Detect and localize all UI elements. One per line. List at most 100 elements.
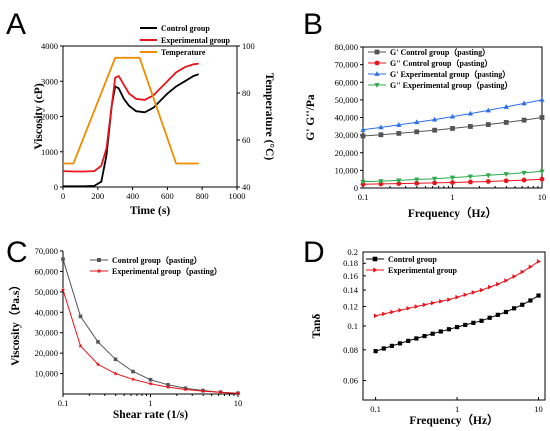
y-tick-label: 20,000	[335, 148, 358, 158]
series-line	[63, 56, 199, 165]
y-axis-title: G' G''/Pa	[305, 94, 317, 141]
data-point	[148, 381, 153, 386]
panel-letter-d: D	[303, 236, 325, 269]
legend-label: Experimental group	[388, 266, 458, 275]
x-tick-label: 1	[450, 192, 454, 202]
y-tick-label: 70,000	[335, 60, 358, 70]
panel-letter-a: A	[6, 8, 26, 41]
legend-label: G' Control group（pasting）	[390, 47, 490, 57]
y-tick-label: 0.1	[347, 321, 358, 331]
series-line	[63, 73, 199, 188]
x-axis-title: Frequency（Hz）	[409, 413, 498, 427]
x-tick-label: 600	[161, 191, 174, 201]
x-tick-label: 0.1	[370, 404, 381, 414]
data-point	[503, 104, 509, 109]
x-tick-label: 0	[61, 191, 65, 201]
y-tick-label: 70,000	[35, 246, 58, 256]
data-point	[200, 388, 206, 394]
data-point	[521, 170, 527, 176]
y-tick-label: 0.16	[343, 271, 358, 281]
data-point	[113, 357, 118, 362]
data-point	[432, 180, 438, 186]
chart-a: 0 200 400 600 800 1000 0 1000 2000 3000 4000 40 60 80…	[33, 24, 275, 217]
data-point	[414, 336, 419, 341]
data-point	[536, 293, 541, 298]
y2-tick-label: 60	[242, 135, 251, 145]
x-axis-title: Time (s)	[130, 205, 171, 217]
data-point	[446, 327, 452, 332]
data-point	[165, 384, 171, 389]
data-point	[504, 278, 509, 283]
y-tick-label: 0.2	[347, 247, 358, 257]
data-point	[495, 312, 500, 317]
y-tick-label: 40,000	[35, 307, 58, 317]
legend-marker	[374, 49, 380, 55]
data-point	[414, 180, 420, 186]
x-tick-label: 0.1	[58, 398, 69, 408]
legend-marker	[374, 60, 380, 66]
data-point	[430, 300, 436, 306]
data-point	[485, 107, 491, 113]
data-point	[479, 318, 484, 323]
data-point	[471, 290, 476, 295]
legend-marker	[97, 258, 101, 262]
data-point	[449, 175, 456, 181]
data-point	[487, 284, 493, 290]
data-point	[406, 306, 411, 311]
series-line	[62, 289, 239, 394]
data-point	[61, 257, 65, 261]
y-tick-label: 3000	[41, 76, 58, 86]
x-tick-label: 1	[148, 398, 152, 408]
data-point	[396, 122, 402, 127]
data-point	[422, 302, 428, 308]
legend-label: Control group	[388, 255, 437, 264]
legend-label: Control group（pasting）	[112, 255, 202, 265]
data-point	[467, 110, 474, 116]
data-point	[468, 179, 473, 185]
data-point	[60, 287, 66, 292]
data-point	[512, 306, 517, 311]
data-point	[438, 329, 443, 334]
data-point	[521, 117, 527, 123]
data-point	[468, 124, 473, 129]
x-tick-label: 10	[534, 404, 543, 414]
y-axis-title: Viscosity（Pa.s）	[8, 279, 22, 366]
legend-marker	[374, 71, 380, 76]
series-line	[62, 259, 239, 394]
y2-tick-label: 40	[242, 182, 251, 192]
x-tick-label: 0.1	[358, 192, 369, 202]
legend-label: G' Experimental group（pasting）	[390, 69, 510, 79]
data-point	[496, 281, 501, 287]
y-tick-label: 30,000	[35, 328, 58, 338]
y-tick-label: 0.06	[343, 376, 358, 386]
data-point	[528, 298, 533, 303]
y-tick-label: 50,000	[35, 287, 58, 297]
data-point	[78, 343, 83, 348]
y-tick-label: 0.14	[343, 285, 359, 295]
data-point	[378, 179, 384, 185]
legend-label: Temperature	[161, 48, 206, 57]
chart-d: 0.1 1 10 0.06 0.08 0.1 0.12 0.14 0.16 0.180.2 Freq…	[311, 247, 546, 427]
panel-letter-c: C	[6, 236, 28, 269]
data-point	[183, 387, 188, 392]
y2-tick-label: 80	[242, 88, 251, 98]
legend-label: G'' Control group（pasting）	[390, 58, 492, 68]
data-point	[218, 390, 223, 395]
data-point	[485, 122, 491, 127]
data-point	[539, 169, 545, 175]
data-point	[396, 181, 402, 186]
y-tick-label: 1000	[41, 147, 58, 157]
data-point	[389, 343, 395, 348]
data-point	[528, 264, 533, 270]
y-tick-label: 2000	[41, 112, 58, 122]
y-tick-label: 0.18	[343, 258, 358, 268]
y-tick-label: 80,000	[335, 42, 358, 52]
y-tick-label: 10,000	[335, 165, 358, 175]
y-tick-label: 60,000	[335, 77, 358, 87]
data-point	[360, 133, 366, 139]
legend-marker	[372, 256, 378, 262]
data-point	[520, 302, 525, 307]
data-point	[539, 176, 545, 182]
data-point	[96, 340, 100, 344]
x-tick-label: 200	[91, 191, 104, 201]
